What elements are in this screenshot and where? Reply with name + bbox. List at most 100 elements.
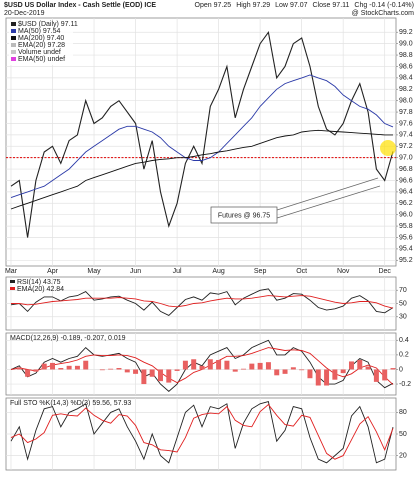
legend-box bbox=[9, 20, 73, 65]
series-line bbox=[10, 288, 394, 316]
histogram-bar bbox=[307, 369, 313, 379]
y-tick-label: 30 bbox=[399, 314, 407, 321]
y-tick-label: 50 bbox=[399, 431, 407, 438]
quote-value: 97.07 bbox=[290, 2, 308, 9]
legend-swatch bbox=[11, 43, 16, 47]
y-tick-label: 20 bbox=[399, 452, 407, 459]
histogram-bar bbox=[232, 369, 238, 372]
y-tick-label: 96.8 bbox=[399, 166, 413, 173]
header-title: $USD US Dollar Index - Cash Settle (EOD)… bbox=[4, 2, 156, 9]
histogram-bar bbox=[274, 369, 280, 376]
series-line bbox=[10, 129, 393, 210]
legend-label: EMA(50) undef bbox=[18, 56, 65, 63]
y-tick-label: 80 bbox=[399, 409, 407, 416]
histogram-bar bbox=[182, 360, 188, 370]
histogram-bar bbox=[382, 369, 388, 381]
legend-label: $USD (Daily) 97.11 bbox=[18, 21, 78, 28]
histogram-bar bbox=[108, 368, 114, 370]
histogram-bar bbox=[124, 369, 130, 373]
histogram-bar bbox=[315, 369, 321, 386]
quote-value: 97.11 bbox=[332, 2, 349, 9]
series-line bbox=[10, 401, 394, 464]
y-tick-label: 97.4 bbox=[399, 132, 413, 139]
y-tick-label: 98.8 bbox=[399, 52, 413, 59]
series-line bbox=[11, 295, 394, 309]
histogram-bar bbox=[199, 365, 205, 370]
histogram-bar bbox=[257, 362, 263, 370]
quote-value: -0.14 (-0.14%) bbox=[369, 2, 414, 9]
histogram-bar bbox=[290, 367, 296, 370]
histogram-bar bbox=[207, 359, 213, 370]
histogram-bar bbox=[299, 369, 305, 371]
histogram-bar bbox=[224, 360, 230, 370]
y-tick-label: 97.8 bbox=[399, 109, 413, 116]
legend-label: EMA(20) 42.84 bbox=[17, 286, 64, 293]
x-tick-label: Apr bbox=[47, 268, 59, 275]
quote-label: Open bbox=[195, 2, 212, 9]
panel-title: Full STO %K(14,3) %D(3) 59.56, 57.93 bbox=[10, 400, 131, 407]
series-line bbox=[10, 403, 394, 460]
x-tick-label: Jun bbox=[130, 268, 141, 275]
annotation-arrow bbox=[276, 177, 379, 211]
quote-value: 97.29 bbox=[253, 2, 271, 9]
y-tick-label: 97.2 bbox=[399, 143, 413, 150]
y-tick-label: 96.6 bbox=[399, 177, 413, 184]
y-tick-label: 70 bbox=[399, 287, 407, 294]
y-tick-label: 0.2 bbox=[399, 352, 409, 359]
histogram-bar bbox=[16, 367, 22, 370]
y-tick-label: 0.4 bbox=[399, 337, 409, 344]
y-tick-label: 97.6 bbox=[399, 120, 413, 127]
x-tick-label: Aug bbox=[212, 268, 225, 275]
histogram-bar bbox=[133, 369, 139, 374]
histogram-bar bbox=[174, 369, 180, 371]
histogram-bar bbox=[116, 368, 122, 370]
histogram-bar bbox=[99, 369, 105, 371]
annotation: Futures @ 96.75 bbox=[218, 212, 270, 219]
histogram-bar bbox=[265, 362, 271, 370]
panel-title: MACD(12,26,9) -0.189, -0.207, 0.019 bbox=[10, 335, 126, 342]
quote-label: Close bbox=[313, 2, 331, 9]
series-line bbox=[10, 347, 394, 385]
histogram-bar bbox=[249, 363, 255, 370]
y-tick-label: 95.6 bbox=[399, 234, 413, 241]
histogram-bar bbox=[33, 369, 39, 372]
y-tick-label: 98.4 bbox=[399, 75, 413, 82]
panel-frame bbox=[5, 332, 397, 396]
legend-label: RSI(14) 43.75 bbox=[17, 279, 61, 286]
quote-label: Chg bbox=[354, 2, 367, 9]
x-tick-label: Oct bbox=[296, 268, 307, 275]
histogram-bar bbox=[365, 366, 371, 370]
histogram-bar bbox=[332, 369, 338, 380]
histogram-bar bbox=[282, 369, 288, 374]
y-tick-label: 97.0 bbox=[399, 155, 413, 162]
y-tick-label: 50 bbox=[399, 300, 407, 307]
histogram-bar bbox=[141, 369, 147, 385]
legend-label: MA(200) 97.40 bbox=[18, 35, 64, 42]
legend-swatch bbox=[11, 22, 16, 26]
highlight bbox=[380, 140, 396, 156]
x-tick-label: Mar bbox=[5, 268, 18, 275]
y-tick-label: 98.6 bbox=[399, 63, 413, 70]
y-tick-label: 99.0 bbox=[399, 40, 413, 47]
annotation-box bbox=[210, 206, 278, 224]
legend-swatch bbox=[11, 36, 16, 40]
legend-swatch bbox=[11, 29, 16, 33]
y-tick-label: 95.8 bbox=[399, 223, 413, 230]
series-line bbox=[10, 339, 394, 392]
quote-value: 97.25 bbox=[214, 2, 232, 9]
histogram-bar bbox=[149, 369, 155, 377]
quote-label: Low bbox=[275, 2, 289, 9]
y-tick-label: 96.0 bbox=[399, 212, 413, 219]
histogram-bar bbox=[41, 363, 47, 370]
histogram-bar bbox=[390, 368, 396, 370]
legend-label: EMA(20) 97.28 bbox=[18, 42, 65, 49]
x-tick-label: May bbox=[87, 268, 101, 275]
histogram-bar bbox=[58, 368, 64, 370]
y-tick-label: 95.2 bbox=[399, 257, 413, 264]
histogram-bar bbox=[216, 359, 222, 370]
histogram-bar bbox=[66, 365, 72, 370]
histogram-bar bbox=[241, 368, 247, 370]
histogram-bar bbox=[357, 359, 363, 370]
y-tick-label: 99.2 bbox=[399, 29, 413, 36]
